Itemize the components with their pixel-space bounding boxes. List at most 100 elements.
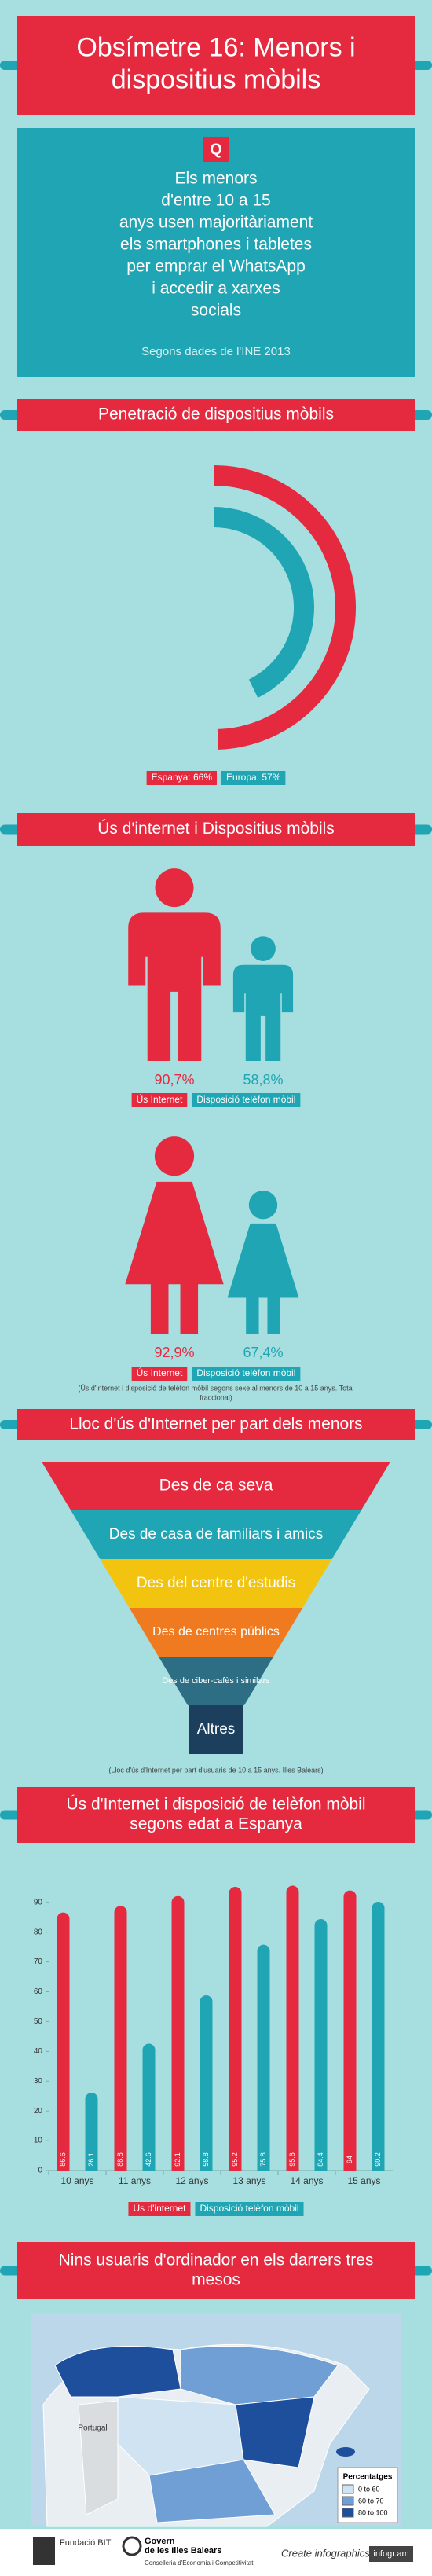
- x-tick-label: 10 anys: [60, 2175, 93, 2186]
- banner: [17, 813, 415, 846]
- footer-text: Govern: [145, 2537, 175, 2546]
- intro-box: [17, 128, 415, 377]
- head: [248, 1191, 278, 1220]
- head: [251, 936, 276, 961]
- banner-title: mesos: [192, 2271, 240, 2289]
- man-icon: [128, 868, 221, 1061]
- legend-swatch: [146, 771, 217, 785]
- bar: [257, 1944, 270, 2171]
- y-tick-label: 0: [38, 2167, 42, 2175]
- y-tick-label: 60: [34, 1987, 43, 1996]
- body: [128, 912, 221, 1061]
- y-tick-label: 30: [34, 2077, 43, 2086]
- bar: [57, 1912, 70, 2171]
- x-tick-label: 12 anys: [175, 2175, 208, 2186]
- y-tick-label: 50: [34, 2017, 43, 2026]
- banner: [17, 399, 415, 431]
- bar: [85, 2093, 98, 2171]
- funnel-layer: [71, 1510, 361, 1559]
- y-tick-label: 40: [34, 2047, 43, 2056]
- funnel-layer: [129, 1608, 303, 1657]
- legend-swatch: [342, 2484, 354, 2494]
- legend-swatch: [342, 2508, 354, 2518]
- value-label: 67,4%: [243, 1345, 283, 1360]
- funnel-label: Altres: [197, 1721, 236, 1738]
- funnel-label: Des de ciber-cafès i similars: [162, 1676, 270, 1686]
- body: [125, 1181, 224, 1334]
- bar-foot: [85, 2164, 98, 2171]
- brand-box: [369, 2546, 413, 2562]
- funnel-layer: [42, 1462, 390, 1510]
- legend-label: Disposició telèfon mòbil: [200, 2203, 298, 2214]
- bar-foot: [229, 2164, 242, 2171]
- y-tick-label: 70: [34, 1958, 43, 1966]
- banner-title: Obsímetre 16: Menors i: [76, 33, 355, 63]
- legend-label: Espanya: 66%: [152, 772, 213, 783]
- intro-line: anys usen majoritàriament: [119, 214, 313, 232]
- intro-line: els smartphones i tabletes: [120, 236, 312, 254]
- legend-swatch: [192, 1093, 301, 1107]
- head: [154, 1136, 195, 1176]
- x-tick-label: 14 anys: [290, 2175, 323, 2186]
- body: [232, 964, 294, 1061]
- bar-foot: [286, 2164, 299, 2171]
- y-tick-label: 10: [34, 2137, 43, 2145]
- bar-value: 86.6: [59, 2152, 67, 2167]
- bar-foot: [200, 2164, 213, 2171]
- legend-swatch: [131, 1367, 188, 1381]
- bar: [114, 1906, 127, 2171]
- legend-swatch: [128, 2202, 191, 2216]
- note: (Lloc d'ús d'Internet per part d'usuaris…: [108, 1766, 323, 1774]
- banner: [17, 2242, 415, 2299]
- intro-line: i accedir a xarxes: [152, 280, 280, 298]
- value-label: 58,8%: [243, 1072, 283, 1088]
- bar-value: 95.2: [231, 2152, 239, 2167]
- legend-swatch: [195, 2202, 304, 2216]
- legend-swatch: [131, 1093, 188, 1107]
- bar: [372, 1901, 385, 2171]
- bar-value: 42.6: [145, 2152, 152, 2167]
- map-region: [78, 2400, 119, 2515]
- funnel-label: Des del centre d'estudis: [137, 1575, 295, 1591]
- bar-foot: [314, 2164, 328, 2171]
- legend-swatch: [192, 1367, 301, 1381]
- legend-title: Percentatges: [343, 2473, 393, 2482]
- footer-text: Fundació BIT: [60, 2538, 112, 2548]
- brand: infogr.am: [373, 2549, 408, 2559]
- legend-label: Disposició telèfon mòbil: [196, 1367, 295, 1378]
- note: fraccional): [200, 1393, 232, 1401]
- banner-title: Penetració de dispositius mòbils: [98, 405, 334, 424]
- funnel-layer: [158, 1657, 274, 1705]
- body: [227, 1223, 299, 1334]
- woman-icon: [125, 1136, 224, 1334]
- legend-label: Ús d'internet: [133, 2202, 186, 2214]
- bar: [314, 1918, 328, 2171]
- footer-text: Create infographics: [281, 2547, 370, 2559]
- funnel-label: Des de centres públics: [152, 1625, 280, 1638]
- map-region: [148, 2459, 276, 2523]
- map-label: Portugal: [78, 2424, 107, 2433]
- bar: [171, 1895, 185, 2171]
- banner: [17, 1787, 415, 1843]
- intro-line: socials: [191, 302, 241, 320]
- legend-label: Ús Internet: [137, 1093, 183, 1105]
- bar: [343, 1890, 357, 2171]
- banner: [17, 16, 415, 115]
- bar-value: 92.1: [174, 2152, 181, 2167]
- legend-swatch: [342, 2496, 354, 2506]
- intro-line: d'entre 10 a 15: [161, 192, 270, 210]
- map-region: [54, 2346, 181, 2398]
- legend-label: 0 to 60: [358, 2485, 380, 2493]
- bar-foot: [372, 2164, 385, 2171]
- legend-label: 80 to 100: [358, 2508, 388, 2516]
- bar-value: 94: [346, 2156, 353, 2163]
- banner-title: segons edat a Espanya: [130, 1815, 302, 1833]
- funnel-label: Des de ca seva: [159, 1477, 273, 1495]
- radial-bar: [213, 507, 314, 698]
- map-region: [180, 2346, 339, 2405]
- map-region: [235, 2396, 315, 2468]
- bar-foot: [257, 2164, 270, 2171]
- bar-foot: [142, 2164, 156, 2171]
- y-tick-label: 90: [34, 1898, 43, 1906]
